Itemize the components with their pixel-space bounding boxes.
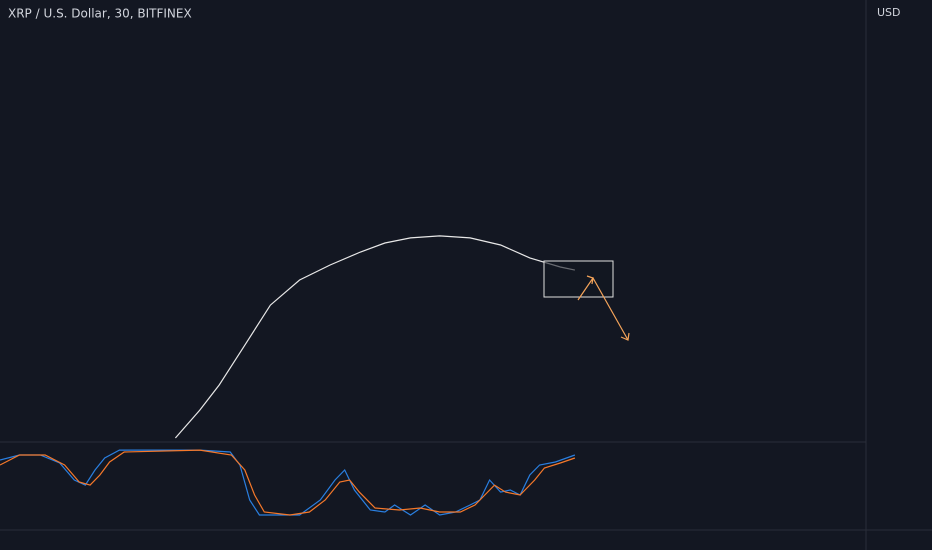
oscillator-line (0, 449, 576, 516)
chart-title: XRP / U.S. Dollar, 30, BITFINEX (8, 7, 192, 21)
arrow-head (620, 332, 630, 341)
moving-average (174, 235, 576, 439)
y-unit: USD (877, 6, 901, 19)
projection-box (543, 260, 614, 298)
oscillator-line (0, 449, 576, 516)
plot-area (0, 235, 576, 516)
arrow-head (586, 275, 594, 285)
